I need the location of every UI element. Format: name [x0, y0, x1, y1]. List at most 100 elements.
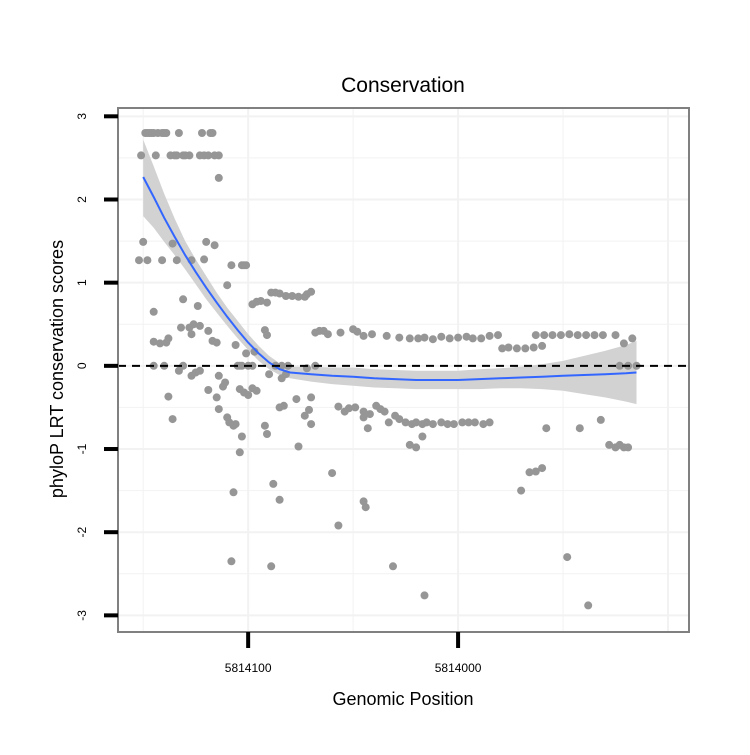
- data-point: [443, 420, 452, 429]
- data-point: [162, 338, 171, 347]
- data-point: [195, 321, 204, 330]
- data-point: [135, 256, 143, 265]
- data-point: [185, 323, 194, 332]
- x-axis-label: Genomic Position: [332, 689, 473, 709]
- data-point: [244, 391, 253, 399]
- smooth-fit-line: [142, 176, 637, 381]
- data-point: [237, 361, 246, 370]
- data-point: [531, 467, 540, 476]
- data-point: [615, 361, 624, 370]
- data-point: [149, 307, 158, 316]
- data-point: [223, 281, 232, 290]
- data-point: [277, 361, 286, 370]
- data-point: [328, 469, 337, 478]
- data-point: [575, 424, 584, 433]
- data-point: [428, 335, 437, 344]
- data-point: [275, 495, 284, 504]
- data-point: [611, 331, 620, 340]
- data-point: [395, 333, 404, 342]
- data-point: [281, 292, 290, 300]
- data-point: [139, 237, 148, 246]
- data-point: [219, 382, 227, 391]
- data-point: [540, 331, 549, 340]
- data-point: [628, 334, 637, 343]
- data-point: [179, 295, 188, 304]
- data-point: [275, 289, 284, 298]
- data-point: [437, 332, 446, 341]
- data-point: [177, 323, 185, 332]
- y-tick-label: -2: [75, 527, 89, 538]
- data-point: [363, 424, 372, 433]
- data-point: [260, 421, 269, 430]
- data-point: [210, 241, 219, 250]
- data-point: [162, 129, 171, 137]
- data-point: [470, 418, 479, 427]
- data-point: [359, 331, 368, 340]
- data-point: [174, 366, 183, 375]
- data-point: [242, 261, 251, 270]
- data-point: [468, 334, 477, 343]
- panel-border: [117, 107, 690, 633]
- data-point: [187, 330, 196, 339]
- y-tick-label: 0: [75, 362, 89, 369]
- data-point: [242, 349, 251, 358]
- data-point: [265, 370, 274, 379]
- data-point: [521, 344, 530, 353]
- data-point: [263, 430, 271, 438]
- axes-layer: 3 2 1 0 -1 -2 -3 5814100 5814000: [75, 107, 690, 675]
- data-point: [231, 420, 240, 429]
- data-point: [174, 129, 183, 137]
- data-point: [204, 326, 213, 335]
- data-point: [359, 413, 368, 422]
- data-point: [288, 292, 297, 300]
- data-point: [334, 402, 343, 411]
- chart-title: Conservation: [341, 74, 465, 97]
- data-point: [418, 432, 427, 441]
- data-point: [458, 418, 467, 427]
- data-point: [344, 404, 353, 413]
- data-point: [237, 432, 246, 441]
- data-point: [538, 464, 547, 473]
- data-point: [624, 443, 633, 452]
- data-point: [307, 287, 316, 296]
- data-point: [389, 562, 397, 571]
- data-point: [445, 334, 454, 343]
- data-point: [412, 443, 421, 452]
- data-point: [449, 420, 458, 429]
- data-point: [365, 410, 374, 419]
- data-point: [212, 393, 221, 402]
- data-point: [563, 553, 572, 562]
- data-point: [368, 330, 376, 339]
- data-point: [231, 341, 240, 349]
- confidence-band: [143, 139, 637, 405]
- data-point: [477, 334, 486, 343]
- data-point: [193, 302, 202, 310]
- y-axis-label: phyloP LRT conservation scores: [47, 240, 67, 498]
- data-point: [437, 418, 446, 427]
- data-point: [307, 393, 316, 402]
- data-point: [227, 557, 236, 566]
- data-point: [605, 440, 614, 449]
- data-point: [428, 420, 437, 429]
- data-point: [151, 151, 160, 160]
- data-point: [382, 331, 391, 340]
- data-point: [137, 151, 146, 160]
- data-point: [252, 386, 261, 395]
- data-point: [565, 330, 574, 339]
- data-point: [556, 331, 565, 340]
- data-point: [208, 129, 217, 137]
- data-point: [250, 347, 259, 356]
- x-tick-label: 5814100: [225, 661, 272, 675]
- data-point: [214, 371, 223, 380]
- data-point: [156, 339, 164, 348]
- data-point: [198, 129, 206, 137]
- data-point: [405, 334, 414, 343]
- y-tick-label: 2: [75, 196, 89, 203]
- data-point: [143, 256, 152, 265]
- data-point: [531, 331, 540, 340]
- y-tick-label: -3: [75, 610, 89, 621]
- data-point: [300, 411, 309, 420]
- data-point: [294, 292, 303, 301]
- data-point: [227, 261, 236, 270]
